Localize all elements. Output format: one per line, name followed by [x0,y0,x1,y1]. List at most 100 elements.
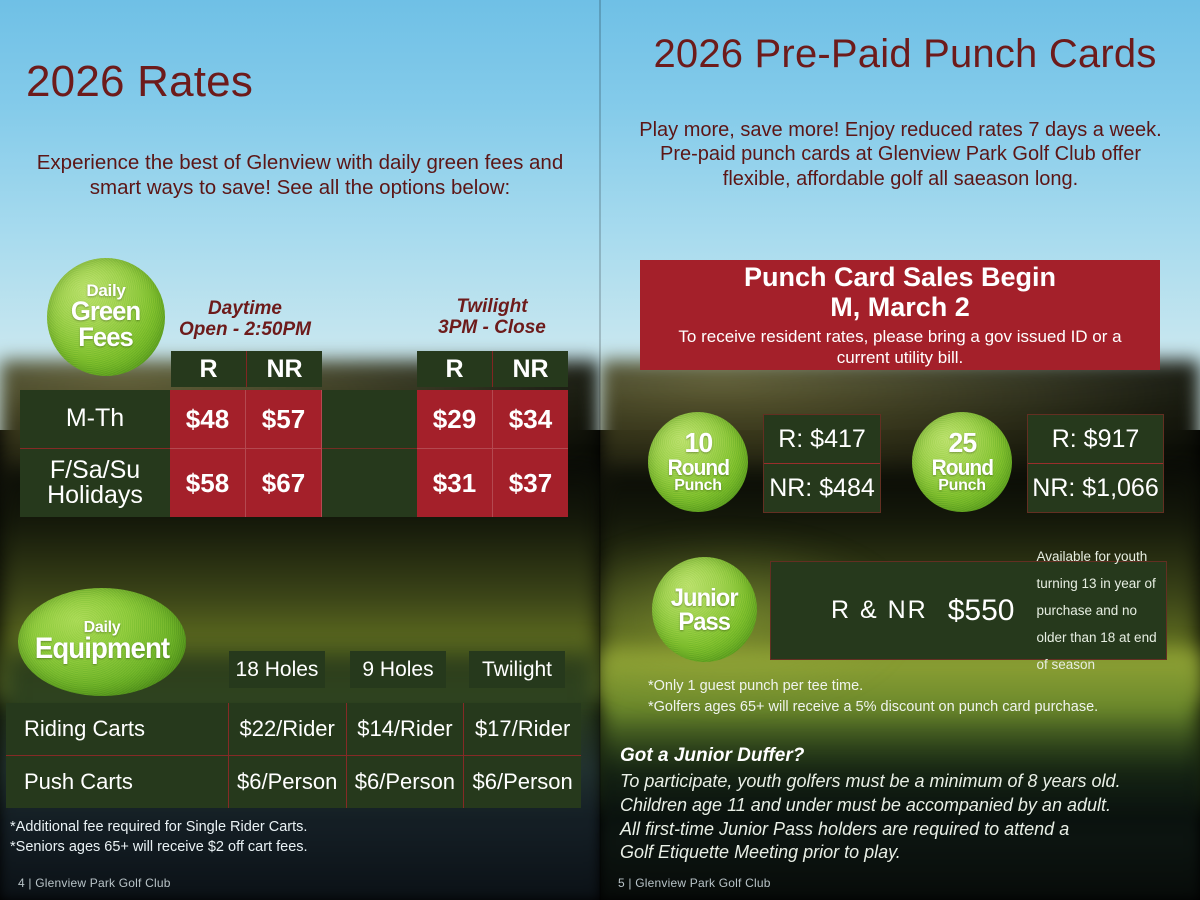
duffer-line-2: Children age 11 and under must be accomp… [620,794,1111,815]
duffer-line-1: To participate, youth golfers must be a … [620,771,1121,791]
twilight-nr-header: NR [512,354,549,383]
daytime-nonresident-price: $67 [246,449,322,517]
punch-badge-round-label: Round [667,455,729,481]
table-spacer-cell [322,449,417,517]
daytime-heading-line2: Open - 2:50PM [179,318,311,340]
badge-daily-label: Daily [86,280,126,300]
punch-badge-punch-label: Punch [674,477,722,495]
equipment-9-holes-price: $6/Person [347,756,465,808]
junior-duffer-body: To participate, youth golfers must be a … [620,770,1180,865]
left-footnote-2: *Seniors ages 65+ will receive $2 off ca… [10,838,308,855]
right-footnotes: *Only 1 guest punch per tee time. *Golfe… [648,676,1168,718]
footer-shade [600,710,1200,900]
punch-badge-number: 10 [684,427,713,459]
daytime-nonresident-price: $57 [246,390,322,449]
junior-badge-line2: Pass [678,607,732,636]
punch-card-badge-10-round: 10 Round Punch [648,412,748,512]
equipment-9-holes-price: $14/Rider [347,703,465,755]
daily-equipment-badge-text: Daily Equipment [18,618,186,666]
daytime-rnr-header: R NR [171,351,322,387]
left-footnote-1: *Additional fee required for Single Ride… [10,819,308,835]
equipment-header-9-holes: 9 Holes [350,651,446,688]
row-day-label: M-Th [20,390,170,449]
equipment-row-label: Push Carts [6,756,229,808]
punch-card-sales-banner: Punch Card Sales Begin M, March 2 To rec… [640,260,1160,370]
right-footnote-2: *Golfers ages 65+ will receive a 5% disc… [648,699,1099,716]
junior-pass-badge-text: Junior Pass [669,583,739,636]
daytime-column-heading: Daytime Open - 2:50PM [165,298,325,341]
punch-25-nonresident-price: NR: $1,066 [1032,473,1159,502]
equipment-twilight-price: $17/Rider [474,716,571,741]
junior-pass-details: R & NR $550 Available for youth turning … [770,549,1167,672]
left-footnotes: *Additional fee required for Single Ride… [10,818,530,857]
right-footnote-1: *Only 1 guest punch per tee time. [648,678,864,694]
twilight-resident-price: $31 [417,449,493,517]
punch-card-prices-25-round: R: $917 NR: $1,066 [1027,414,1164,513]
equipment-row-label: Riding Carts [6,703,229,755]
left-page-title: 2026 Rates [26,57,254,106]
daily-green-fees-badge: Daily Green Fees [47,258,165,376]
banner-note: To receive resident rates, please bring … [678,327,1122,367]
twilight-column-heading: Twilight 3PM - Close [412,296,572,339]
punch-10-resident-price: R: $417 [764,415,880,464]
equipment-header-18-holes: 18 Holes [229,651,325,688]
junior-duffer-heading: Got a Junior Duffer? [620,745,805,766]
right-page-title: 2026 Pre-Paid Punch Cards [653,32,1157,76]
equipment-18-holes-price: $6/Person [229,756,347,808]
badge-fees-label: Fees [78,322,135,353]
twilight-resident-price: $29 [417,390,493,449]
daily-green-fees-badge-text: Daily Green Fees [69,280,142,353]
daytime-r-header: R [199,354,218,383]
twilight-nonresident-price: $34 [493,390,568,449]
right-panel-punch-cards: 2026 Pre-Paid Punch Cards Play more, sav… [600,0,1200,900]
left-panel-2026-rates: 2026 Rates Experience the best of Glenvi… [0,0,600,900]
punch-badge-round-label: Round [931,455,993,481]
table-spacer-cell [322,390,417,449]
daytime-resident-price: $48 [170,390,246,449]
daytime-nr-header: NR [266,354,303,383]
right-intro-text: Play more, save more! Enjoy reduced rate… [639,119,1162,190]
twilight-rnr-header: R NR [417,351,568,387]
daily-equipment-badge: Daily Equipment [18,588,186,696]
table-row: Riding Carts $22/Rider $14/Rider $17/Rid… [6,703,581,756]
punch-card-prices-10-round: R: $417 NR: $484 [763,414,881,513]
duffer-line-4: Golf Etiquette Meeting prior to play. [620,842,901,863]
punch-badge-number: 25 [948,427,977,459]
punch-25-resident-price: R: $917 [1028,415,1163,464]
equipment-table: Riding Carts $22/Rider $14/Rider $17/Rid… [6,703,581,808]
left-page-footer: 4 | Glenview Park Golf Club [18,876,171,890]
daytime-heading-line1: Daytime [208,298,282,319]
header-divider [246,351,247,387]
badge-equipment-label: Equipment [34,632,170,666]
badge-green-label: Green [71,296,141,327]
junior-badge-line1: Junior [671,583,739,612]
table-row: Push Carts $6/Person $6/Person $6/Person [6,756,581,808]
junior-pass-note: Available for youth turning 13 in year o… [1036,549,1157,672]
punch-badge-text-10: 10 Round Punch [666,427,731,495]
twilight-heading-line2: 3PM - Close [438,316,546,338]
equipment-twilight-price: $6/Person [472,769,573,794]
badge-daily-label: Daily [83,618,121,636]
punch-10-nonresident-price: NR: $484 [769,473,875,502]
table-row: M-Th $48 $57 $29 $34 [20,390,568,449]
punch-badge-text-25: 25 Round Punch [930,427,995,495]
green-fees-table: M-Th $48 $57 $29 $34 F/Sa/Su Holidays $5… [20,390,568,517]
equipment-header-twilight: Twilight [469,651,565,688]
left-intro-text: Experience the best of Glenview with dai… [36,151,564,199]
row-day-label: F/Sa/Su Holidays [20,449,170,517]
duffer-line-3: All first-time Junior Pass holders are r… [620,818,1070,839]
punch-badge-punch-label: Punch [938,477,986,495]
twilight-heading-line1: Twilight [456,296,528,317]
daytime-resident-price: $58 [170,449,246,517]
row-day-line2: Holidays [47,481,143,509]
junior-pass-rate-label: R & NR [831,596,928,624]
twilight-nonresident-price: $37 [493,449,568,517]
junior-pass-badge: Junior Pass [652,557,757,662]
header-divider [492,351,493,387]
equipment-18-holes-price: $22/Rider [229,703,347,755]
row-day-line1: F/Sa/Su [49,455,141,484]
row-day-line1: M-Th [65,404,125,433]
banner-line-2: M, March 2 [830,292,970,323]
table-row: F/Sa/Su Holidays $58 $67 $31 $37 [20,449,568,517]
